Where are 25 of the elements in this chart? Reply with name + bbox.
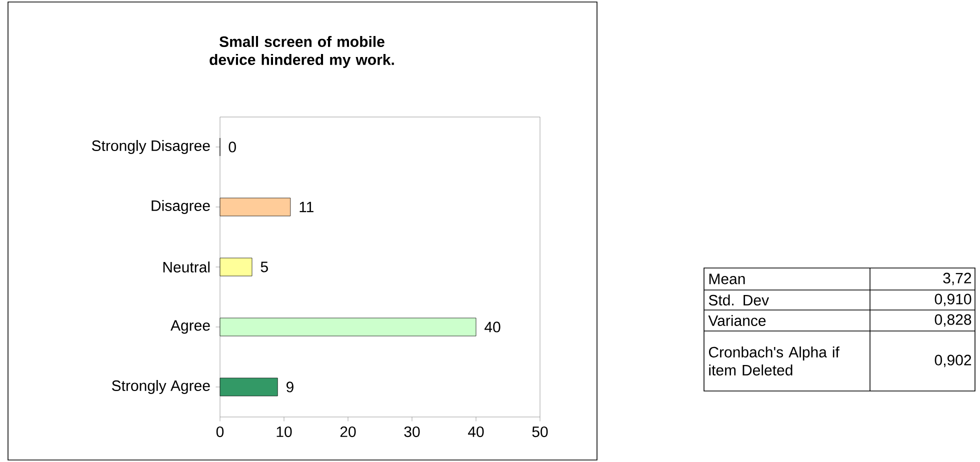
text: Cronbach's Alpha if item Deleted (708, 346, 840, 376)
y-tick-label: Agree (170, 320, 210, 334)
x-tick-label: 10 (276, 426, 292, 438)
chart-title: Small screen of mobile device hindered my work. (210, 36, 394, 68)
y-tick-label: Strongly Disagree (92, 140, 210, 154)
x-tick-label: 50 (532, 426, 548, 438)
text: 3,72 (943, 272, 972, 286)
x-tick-label: 30 (404, 426, 420, 438)
text: 0,910 (934, 294, 972, 306)
data-label: 9 (286, 382, 294, 392)
text: Mean (709, 274, 745, 284)
data-label: 11 (300, 202, 314, 212)
x-tick-label: 20 (340, 426, 356, 438)
x-tick-label: 40 (468, 426, 484, 438)
data-label: 40 (484, 322, 500, 332)
y-tick-label: Neutral (163, 261, 210, 272)
text: 0,828 (934, 314, 972, 327)
text: Std. Dev (708, 294, 770, 306)
y-tick-label: Disagree (152, 200, 210, 214)
x-tick-label: 0 (216, 426, 224, 438)
y-tick-label: Strongly Agree (112, 380, 210, 394)
data-label: 0 (228, 142, 236, 152)
text: Variance (708, 314, 766, 326)
text: 0,902 (934, 354, 972, 368)
data-label: 5 (260, 262, 268, 272)
